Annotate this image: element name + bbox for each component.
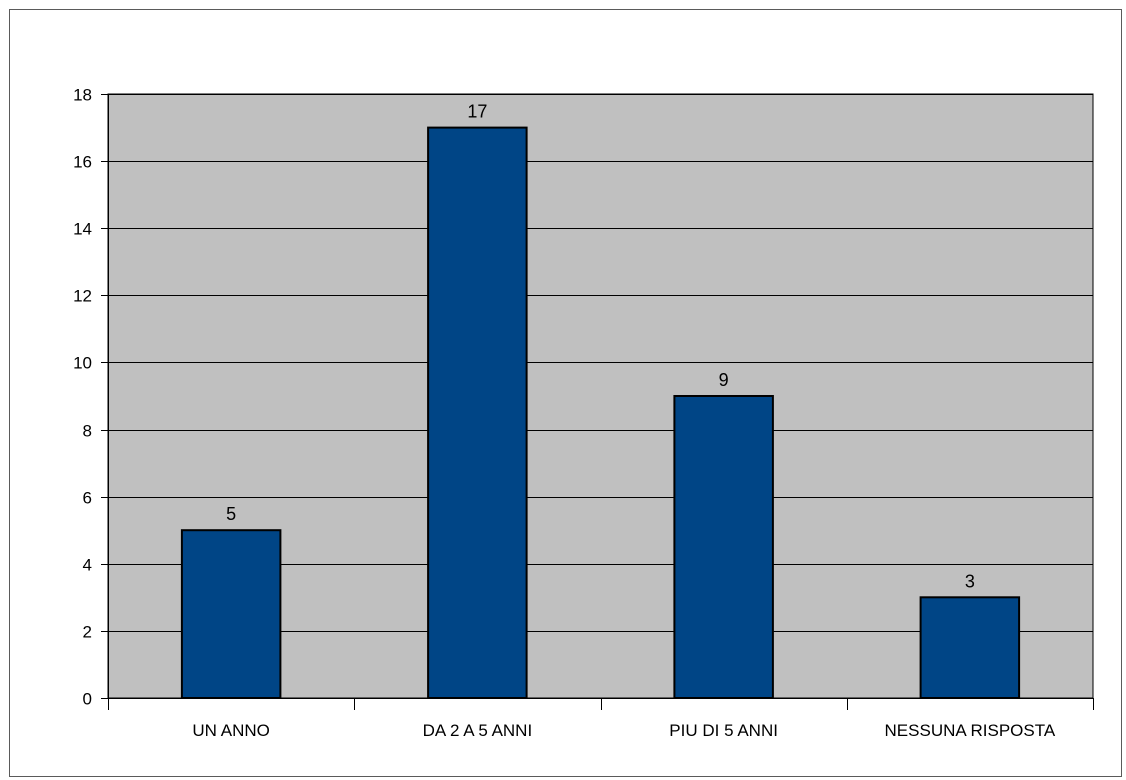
bar <box>919 596 1021 699</box>
x-tick-label: PIU DI 5 ANNI <box>669 721 778 740</box>
y-tick-label: 8 <box>83 422 92 441</box>
x-tick-label: DA 2 A 5 ANNI <box>423 721 533 740</box>
y-tick-label: 2 <box>83 623 92 642</box>
y-tick-label: 12 <box>73 287 92 306</box>
y-tick-label: 18 <box>73 86 92 105</box>
y-tick-label: 16 <box>73 153 92 172</box>
data-label: 9 <box>719 370 729 390</box>
data-label: 3 <box>965 571 975 591</box>
bar <box>180 529 282 700</box>
y-tick-label: 4 <box>83 556 92 575</box>
x-tick-label: UN ANNO <box>192 721 269 740</box>
y-tick-label: 6 <box>83 489 92 508</box>
data-label: 17 <box>467 102 487 122</box>
bar <box>427 126 528 700</box>
x-tick-label: NESSUNA RISPOSTA <box>885 721 1056 740</box>
axes <box>101 94 1094 710</box>
y-tick-label: 10 <box>73 354 92 373</box>
y-tick-label: 0 <box>83 690 92 709</box>
y-tick-label: 14 <box>73 220 92 239</box>
gridlines <box>108 94 1093 699</box>
labels: 0 2 4 6 8 10 12 14 16 18 5 UN ANNO 17 DA 2 A 5 ANNI 9 P… <box>73 86 1056 741</box>
bar <box>673 395 774 699</box>
data-label: 5 <box>226 504 236 524</box>
